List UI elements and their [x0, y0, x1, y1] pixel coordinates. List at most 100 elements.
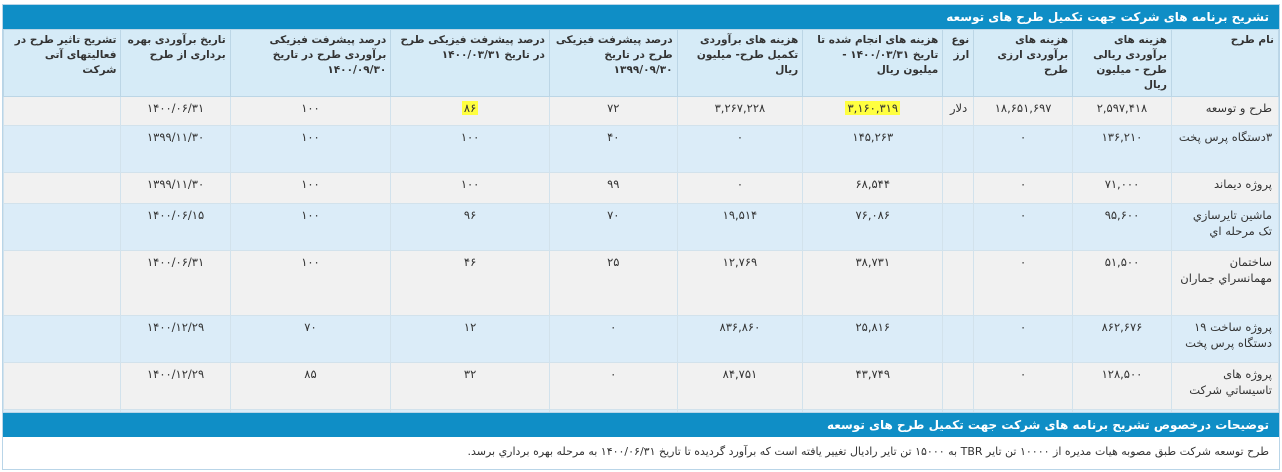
- table-cell: ۱۰۰: [229, 250, 392, 316]
- table-row: طرح و توسعه ۲,۵۹۷,۴۱۸ ۱۸,۶۵۱,۶۹۷ دلار ۳,۱۶۰,…: [2, 96, 1280, 126]
- plan-name-cell: طرح و توسعه: [1170, 96, 1280, 126]
- column-header: تاریخ برآوردی بهره برداری از طرح: [120, 29, 231, 97]
- table-cell: ۱۲,۷۶۹: [676, 250, 804, 316]
- plan-name-cell: ۳دستگاه پرس پخت: [1170, 125, 1280, 173]
- table-cell: ۱۴۰۰/۰۶/۱۵: [120, 203, 231, 251]
- table-cell: ۲۵,۸۱۶: [802, 315, 944, 363]
- column-header: تشریح تاثیر طرح در فعالیتهای آتی شرکت: [2, 29, 122, 97]
- table-cell: ۱۸,۶۵۱,۶۹۷: [973, 96, 1074, 126]
- table-cell: ۱۰۰: [390, 172, 550, 204]
- table-cell: ۸۶: [390, 96, 550, 126]
- table-cell: ۱۰۰: [229, 172, 392, 204]
- table-cell: ۱۹,۵۱۴: [676, 203, 804, 251]
- highlighted-value: ۳,۱۶۰,۳۱۹: [845, 101, 901, 115]
- description-note: طرح توسعه شرکت طبق مصوبه هیات مدیره از ۱…: [467, 445, 1269, 458]
- development-plans-table: نام طرح هزینه های برآوردی ریالی طرح - می…: [2, 29, 1280, 457]
- table-cell: [2, 250, 122, 316]
- table-cell: ۱۲۸,۵۰۰: [1072, 362, 1172, 410]
- table-cell: ۱۲: [390, 315, 550, 363]
- table-cell: ۰: [676, 125, 804, 173]
- plan-name-cell: پروژه دیماند: [1170, 172, 1280, 204]
- table-cell: [942, 362, 975, 410]
- table-cell: ۳,۱۶۰,۳۱۹: [802, 96, 944, 126]
- table-cell: ۱۳۹۹/۱۱/۳۰: [120, 125, 231, 173]
- table-cell: ۰: [973, 362, 1074, 410]
- panel-title: توضیحات درخصوص تشریح برنامه های شرکت جهت…: [3, 413, 1279, 437]
- column-header: درصد پیشرفت فیزیکی طرح در تاریخ ۱۳۹۹/۰۹/…: [548, 29, 678, 97]
- table-cell: ۱۴۰۰/۱۲/۲۹: [120, 315, 231, 363]
- table-cell: ۹۵,۶۰۰: [1072, 203, 1172, 251]
- table-cell: [2, 125, 122, 173]
- table-cell: ۸۵: [229, 362, 392, 410]
- table-cell: ۰: [973, 315, 1074, 363]
- table-cell: ۳۸,۷۳۱: [802, 250, 944, 316]
- column-header: هزینه های برآوردی ارزی طرح: [973, 29, 1074, 97]
- table-cell: [942, 125, 975, 173]
- development-plans-panel: تشریح برنامه های شرکت جهت تکمیل طرح های …: [2, 4, 1280, 458]
- table-cell: ۰: [973, 172, 1074, 204]
- column-header: هزینه های برآوردی تکمیل طرح- میلیون ریال: [676, 29, 804, 97]
- table-cell: ۱۰۰: [229, 125, 392, 173]
- table-cell: ۳,۲۶۷,۲۲۸: [676, 96, 804, 126]
- table-cell: ۰: [973, 203, 1074, 251]
- table-body: طرح و توسعه ۲,۵۹۷,۴۱۸ ۱۸,۶۵۱,۶۹۷ دلار ۳,۱۶۰,…: [2, 96, 1280, 457]
- table-cell: [2, 96, 122, 126]
- highlighted-value: ۸۶: [461, 101, 479, 115]
- table-cell: [942, 250, 975, 316]
- table-cell: ۲,۵۹۷,۴۱۸: [1072, 96, 1172, 126]
- plan-name-cell: ساختمان مهمانسراي جماران: [1170, 250, 1280, 316]
- table-cell: ۰: [548, 362, 678, 410]
- table-cell: ۱۴۵,۲۶۳: [802, 125, 944, 173]
- table-cell: ۱۳۶,۲۱۰: [1072, 125, 1172, 173]
- table-row: ساختمان مهمانسراي جماران ۵۱,۵۰۰ ۰ ۳۸,۷۳۱ ۱۲,…: [2, 250, 1280, 316]
- table-cell: ۰: [676, 172, 804, 204]
- table-cell: ۷۶,۰۸۶: [802, 203, 944, 251]
- column-header: هزینه های انجام شده تا تاریخ ۱۴۰۰/۰۳/۳۱ …: [802, 29, 944, 97]
- column-header: نام طرح: [1170, 29, 1280, 97]
- column-header: درصد پیشرفت فیزیکی طرح در تاریخ ۱۴۰۰/۰۳/…: [390, 29, 550, 97]
- table-row: پروژه ساخت ۱۹ دستگاه پرس پخت ۸۶۲,۶۷۶ ۰ ۲۵,۸…: [2, 315, 1280, 363]
- table-cell: ۱۴۰۰/۰۶/۳۱: [120, 96, 231, 126]
- table-cell: ۰: [548, 315, 678, 363]
- table-cell: ۴۶: [390, 250, 550, 316]
- table-cell: ۷۰: [548, 203, 678, 251]
- table-cell: [942, 203, 975, 251]
- table-row: ماشین تایرسازي تک مرحله اي ۹۵,۶۰۰ ۰ ۷۶,۰۸۶ ۱…: [2, 203, 1280, 251]
- table-cell: ۹۶: [390, 203, 550, 251]
- table-cell: ۹۹: [548, 172, 678, 204]
- table-row: ۳دستگاه پرس پخت ۱۳۶,۲۱۰ ۰ ۱۴۵,۲۶۳ ۰ ۴۰ ۱۰۰ ۱۰۰ ۱…: [2, 125, 1280, 173]
- table-cell: ۴۰: [548, 125, 678, 173]
- table-row: پروژه های تاسیساتي شرکت ۱۲۸,۵۰۰ ۰ ۴۳,۷۴۹ ۸۴,…: [2, 362, 1280, 410]
- table-cell: ۷۰: [229, 315, 392, 363]
- table-cell: ۱۴۰۰/۰۶/۳۱: [120, 250, 231, 316]
- table-cell: ۳۲: [390, 362, 550, 410]
- table-cell: ۰: [973, 125, 1074, 173]
- table-cell: ۰: [973, 250, 1074, 316]
- table-cell: ۱۴۰۰/۱۲/۲۹: [120, 362, 231, 410]
- table-row: پروژه دیماند ۷۱,۰۰۰ ۰ ۶۸,۵۴۴ ۰ ۹۹ ۱۰۰ ۱۰۰ ۱۳۹۹/۱…: [2, 172, 1280, 204]
- table-cell: [2, 203, 122, 251]
- table-cell: ۱۰۰: [229, 203, 392, 251]
- table-cell: ۱۰۰: [390, 125, 550, 173]
- table-cell: ۲۵: [548, 250, 678, 316]
- table-cell: ۷۲: [548, 96, 678, 126]
- column-header: درصد پیشرفت فیزیکی برآوردی طرح در تاریخ …: [229, 29, 392, 97]
- table-cell: ۸۳۶,۸۶۰: [676, 315, 804, 363]
- table-cell: [942, 172, 975, 204]
- description-panel: توضیحات درخصوص تشریح برنامه های شرکت جهت…: [2, 412, 1280, 470]
- table-cell: ۷۱,۰۰۰: [1072, 172, 1172, 204]
- table-cell: [942, 315, 975, 363]
- table-cell: ۵۱,۵۰۰: [1072, 250, 1172, 316]
- panel-title: تشریح برنامه های شرکت جهت تکمیل طرح های …: [3, 5, 1279, 29]
- plan-name-cell: پروژه ساخت ۱۹ دستگاه پرس پخت: [1170, 315, 1280, 363]
- table-cell: ۶۸,۵۴۴: [802, 172, 944, 204]
- plan-name-cell: پروژه های تاسیساتي شرکت: [1170, 362, 1280, 410]
- table-cell: ۴۳,۷۴۹: [802, 362, 944, 410]
- plan-name-cell: ماشین تایرسازي تک مرحله اي: [1170, 203, 1280, 251]
- table-cell: [2, 315, 122, 363]
- table-header-row: نام طرح هزینه های برآوردی ریالی طرح - می…: [2, 29, 1280, 97]
- column-header: هزینه های برآوردی ریالی طرح - میلیون ریا…: [1072, 29, 1172, 97]
- column-header: نوع ارز: [942, 29, 975, 97]
- table-cell: ۱۳۹۹/۱۱/۳۰: [120, 172, 231, 204]
- table-cell: ۸۴,۷۵۱: [676, 362, 804, 410]
